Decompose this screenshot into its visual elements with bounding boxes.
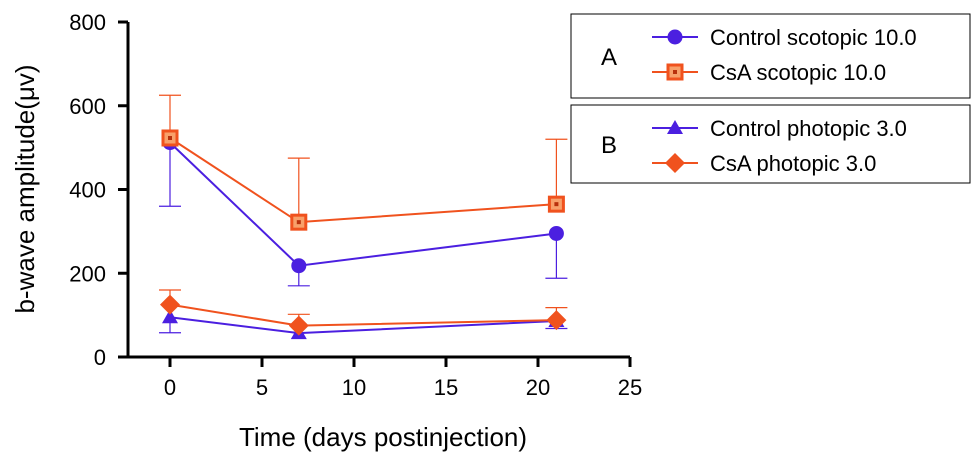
data-point-core: [168, 135, 172, 140]
data-point-core: [296, 220, 301, 225]
legend-marker: [665, 153, 685, 173]
legend-marker: [667, 120, 683, 134]
x-axis-title: Time (days postinjection): [239, 422, 527, 452]
data-point: [162, 309, 178, 324]
legend-label: CsA photopic 3.0: [710, 151, 876, 176]
legend-label: Control scotopic 10.0: [710, 25, 917, 50]
legend-box: [570, 13, 971, 99]
y-tick-label: 200: [69, 261, 106, 286]
y-tick-label: 400: [69, 178, 106, 203]
series-line: [169, 137, 557, 224]
data-point: [548, 225, 564, 241]
legend-marker-core: [673, 70, 677, 74]
series-line: [169, 141, 557, 267]
series-layer: [159, 94, 568, 340]
x-tick-label: 10: [342, 375, 366, 400]
y-tick-label: 600: [69, 94, 106, 119]
axes: [126, 22, 630, 359]
legend-group-B: B Control photopic 3.0 CsA photopic 3.0: [570, 104, 971, 184]
y-axis-title: b-wave amplitude(μv): [10, 64, 40, 313]
x-tick-label: 25: [618, 375, 642, 400]
series-0: [159, 135, 568, 287]
data-point-core: [554, 202, 559, 207]
x-tick-label: 5: [256, 375, 268, 400]
legend-group-A: A Control scotopic 10.0 CsA scotopic 10.0: [570, 13, 971, 99]
y-tick-label: 0: [94, 345, 106, 370]
y-tick-label: 800: [69, 10, 106, 35]
series-3: [159, 289, 568, 336]
legend-group-label: A: [601, 44, 617, 71]
x-tick-label: 20: [526, 375, 550, 400]
legend-group-label: B: [601, 132, 617, 159]
data-point: [288, 315, 309, 336]
x-tick-label: 0: [164, 375, 176, 400]
series-1: [159, 94, 568, 231]
data-point: [290, 213, 308, 231]
legend-label: Control photopic 3.0: [710, 116, 907, 141]
data-point: [546, 310, 567, 331]
ticks: 0 5 10 15 20 25 0 200 400 600 800: [69, 10, 642, 400]
legend-label: CsA scotopic 10.0: [710, 60, 886, 85]
data-point: [161, 129, 179, 147]
x-tick-label: 15: [434, 375, 458, 400]
data-point: [160, 294, 180, 315]
legend-box: [570, 104, 971, 184]
data-point: [547, 195, 565, 213]
series-line: [169, 303, 557, 327]
legend-marker: [666, 63, 684, 81]
legend-marker: [667, 29, 683, 45]
legend: A Control scotopic 10.0 CsA scotopic 10.0 B…: [570, 13, 971, 184]
data-point: [291, 258, 307, 274]
